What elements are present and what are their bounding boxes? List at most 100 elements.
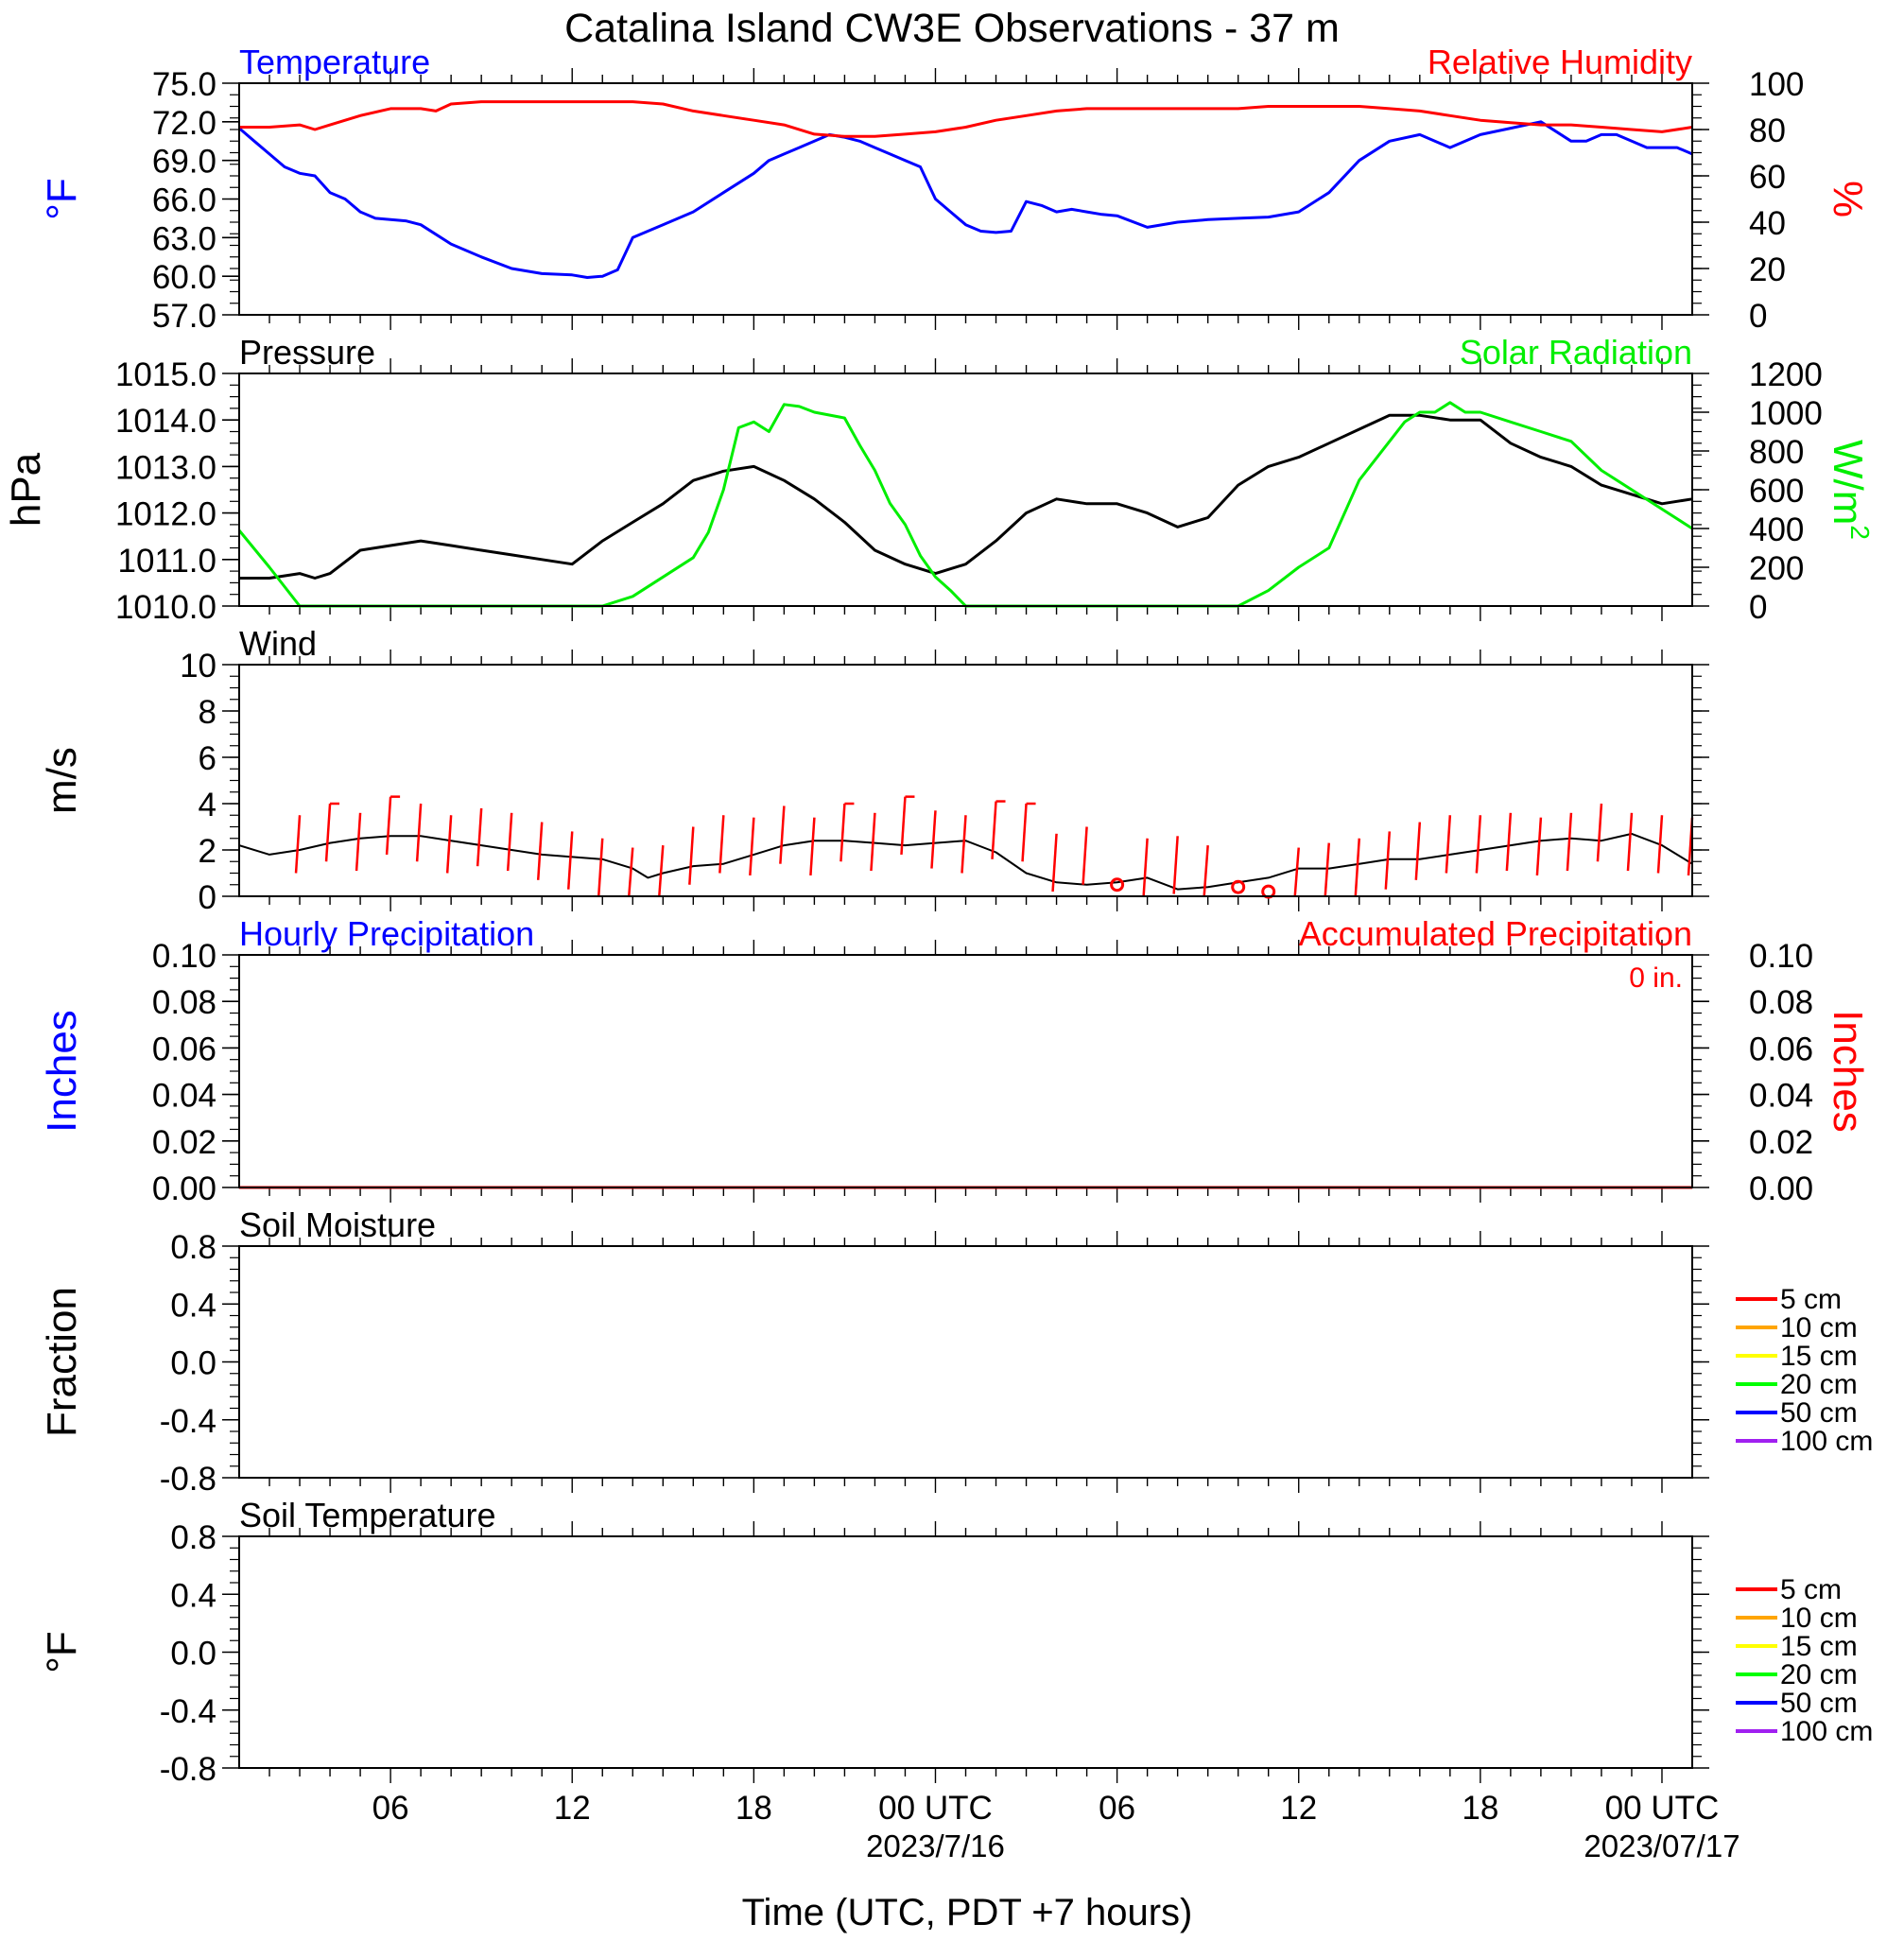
wind-barb — [961, 815, 967, 874]
wind-barb — [779, 806, 786, 864]
y-tick-label: 0.0 — [170, 1636, 216, 1672]
y2-axis-label-text: Inches — [1825, 1010, 1871, 1133]
y-tick-label: 8 — [199, 694, 216, 731]
wind-barb — [415, 803, 423, 862]
wind-barb — [930, 810, 937, 869]
y-axis-label: °F — [39, 178, 85, 219]
y-tick-label: -0.8 — [160, 1461, 216, 1498]
y-tick-label: 1014.0 — [115, 403, 216, 440]
y2-tick-label: 80 — [1749, 113, 1786, 149]
wind-barb — [1142, 838, 1149, 897]
y-tick-label: 1013.0 — [115, 449, 216, 486]
wind-barb — [1082, 826, 1088, 885]
panel-left-title: Temperature — [239, 43, 430, 81]
wind-barb — [1021, 803, 1028, 862]
y-axis-label: hPa — [3, 452, 49, 527]
wind-barb — [870, 812, 876, 872]
wind-barb — [1354, 838, 1361, 897]
wind-barb — [1475, 815, 1482, 874]
y-axis-label: Inches — [39, 1010, 85, 1133]
y2-tick-label: 1000 — [1749, 395, 1823, 432]
x-tick-date-label: 2023/7/16 — [866, 1828, 1005, 1863]
y2-tick-label: 800 — [1749, 434, 1804, 471]
legend-label: 50 cm — [1780, 1397, 1858, 1429]
x-tick-label: 00 UTC — [1605, 1790, 1720, 1827]
x-tick-label: 06 — [1099, 1790, 1135, 1827]
y2-axis-label: % — [1825, 181, 1871, 217]
y-tick-label: 57.0 — [152, 298, 216, 335]
wind-barb — [1172, 836, 1179, 894]
x-tick-label: 18 — [1462, 1790, 1498, 1827]
panel-soil-moisture: -0.8 -0.4 0.0 0.4 0.8 Soil Moisture Fraction 5 … — [39, 1205, 1873, 1498]
x-tick-date-label: 2023/07/17 — [1584, 1828, 1740, 1863]
y-tick-label: 72.0 — [152, 105, 216, 142]
y-tick-label: -0.4 — [160, 1693, 216, 1730]
y-tick-label: 0.02 — [152, 1124, 216, 1161]
y-tick-label: 2 — [199, 833, 216, 870]
panel-left-title: Soil Temperature — [239, 1496, 495, 1534]
y2-axis-label: Inches — [1825, 1010, 1871, 1133]
wind-barb — [1445, 815, 1452, 874]
wind-barb — [1535, 817, 1543, 876]
figure-title: Catalina Island CW3E Observations - 37 m — [564, 6, 1340, 51]
x-tick-label: 12 — [1280, 1790, 1317, 1827]
y2-axis-label: W/m2 — [1825, 440, 1875, 540]
wind-barb — [385, 796, 392, 855]
legend-label: 100 cm — [1780, 1426, 1873, 1457]
y2-tick-label: 0.00 — [1749, 1170, 1813, 1207]
y-tick-label: 0.8 — [170, 1229, 216, 1266]
wind-barb-calm — [1261, 884, 1276, 899]
y2-axis-label-text: W/m — [1825, 440, 1871, 525]
x-axis-label: Time (UTC, PDT +7 hours) — [742, 1892, 1193, 1933]
wind-barb — [1324, 842, 1330, 897]
series-line-relative-humidity — [239, 100, 1693, 138]
y-tick-label: 75.0 — [152, 66, 216, 103]
wind-barb — [355, 812, 362, 872]
y2-axis-label-text: % — [1825, 181, 1871, 217]
panel-frame — [238, 1245, 1693, 1479]
y2-tick-label: 100 — [1749, 66, 1804, 103]
wind-barb — [991, 801, 997, 859]
panel-right-title: Relative Humidity — [1428, 43, 1692, 81]
y-tick-label: 0.04 — [152, 1078, 216, 1115]
y-axis-label: °F — [39, 1631, 85, 1672]
wind-barb — [809, 817, 816, 876]
wind-barb — [1505, 812, 1513, 872]
y-tick-label: 1010.0 — [115, 589, 216, 626]
y2-tick-label: 0 — [1749, 589, 1767, 626]
panels: 57.060.063.066.069.072.075.0020406080100… — [3, 43, 1875, 1788]
y-tick-label: 0.8 — [170, 1519, 216, 1556]
y-tick-label: 10 — [180, 648, 216, 685]
wind-barb — [658, 845, 665, 897]
panel-left-title: Wind — [239, 624, 317, 663]
y-tick-label: 0.10 — [152, 938, 216, 975]
wind-barb-calm — [1110, 877, 1125, 893]
panel-wind: 0 2 4 6 8 10 Wind m/s — [39, 624, 1709, 916]
wind-barb — [1414, 822, 1422, 880]
panel-left-title: Pressure — [239, 333, 375, 372]
legend-label: 50 cm — [1780, 1688, 1858, 1719]
panel-right-title: Solar Radiation — [1460, 333, 1692, 372]
wind-barb — [597, 838, 604, 897]
legend-label: 15 cm — [1780, 1631, 1858, 1662]
wind-barb — [1051, 833, 1058, 893]
y2-tick-label: 0.02 — [1749, 1124, 1813, 1161]
y-tick-label: -0.4 — [160, 1403, 216, 1440]
panel-temperature-humidity: 57.060.063.066.069.072.075.0 0 20 40 60 80 100… — [39, 43, 1871, 335]
wind-barb — [718, 815, 725, 874]
y-tick-label: 60.0 — [152, 259, 216, 296]
x-tick-label: 12 — [554, 1790, 591, 1827]
panel-frame — [238, 954, 1693, 1188]
y2-tick-label: 400 — [1749, 511, 1804, 548]
y-tick-label: 1011.0 — [118, 543, 216, 580]
y2-tick-label: 0.06 — [1749, 1031, 1813, 1067]
wind-barb — [476, 807, 483, 867]
y-tick-label: -0.8 — [160, 1751, 216, 1788]
wind-barb — [628, 847, 634, 897]
x-tick-label: 18 — [736, 1790, 772, 1827]
wind-barb — [1384, 831, 1392, 890]
